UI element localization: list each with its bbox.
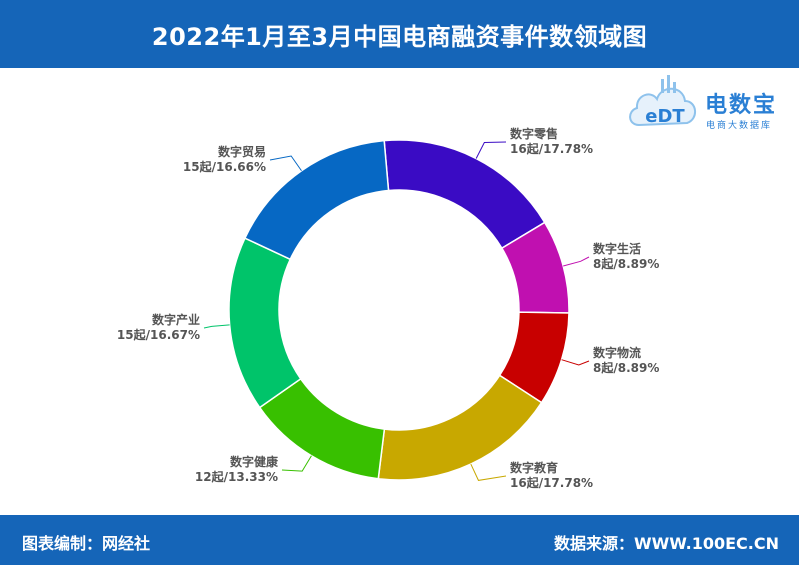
donut-slice [228, 237, 302, 409]
footer-source: 数据来源：WWW.100EC.CN [553, 534, 779, 553]
slice-labels: 数字零售16起/17.78%数字生活8起/8.89%数字物流8起/8.89%数字… [117, 126, 659, 490]
logo-brand-sub: 电商大数据库 [706, 121, 773, 131]
slice-label-value: 15起/16.66% [183, 159, 266, 174]
slice-label-name: 数字贸易 [218, 144, 266, 159]
donut-slices [228, 139, 570, 481]
leader-lines [203, 141, 590, 481]
logo-brand-name: 电数宝 [705, 93, 778, 118]
leader-line [563, 256, 590, 267]
logo-mark-text: eDT [645, 106, 685, 127]
footer-credit: 图表编制：网经社 [22, 534, 151, 553]
slice-label-value: 12起/13.33% [195, 469, 278, 484]
chart-header: 2022年1月至3月中国电商融资事件数领域图 [0, 0, 799, 68]
leader-line [203, 324, 230, 329]
donut-slice [243, 139, 390, 261]
leader-line [470, 463, 507, 481]
donut-slice [383, 139, 546, 250]
chart-title: 2022年1月至3月中国电商融资事件数领域图 [151, 22, 648, 51]
cloud-logo-icon: eDT [629, 75, 696, 127]
slice-label-name: 数字产业 [152, 312, 200, 327]
slice-label-name: 数字生活 [593, 241, 641, 256]
leader-line [281, 455, 312, 472]
slice-label-value: 8起/8.89% [593, 256, 659, 271]
slice-label-value: 15起/16.67% [117, 327, 200, 342]
slice-label-value: 16起/17.78% [510, 475, 593, 490]
edt-logo: eDT 电数宝 电商大数据库 [625, 73, 795, 139]
slice-label-name: 数字物流 [593, 345, 641, 360]
leader-line [561, 359, 590, 366]
slice-label-name: 数字零售 [510, 126, 558, 141]
slice-label-name: 数字教育 [510, 460, 558, 475]
chart-footer: 图表编制：网经社 数据来源：WWW.100EC.CN [0, 515, 799, 565]
leader-line [475, 141, 507, 159]
leader-line [269, 155, 302, 172]
slice-label-name: 数字健康 [230, 454, 279, 469]
slice-label-value: 8起/8.89% [593, 360, 659, 375]
slice-label-value: 16起/17.78% [510, 141, 593, 156]
